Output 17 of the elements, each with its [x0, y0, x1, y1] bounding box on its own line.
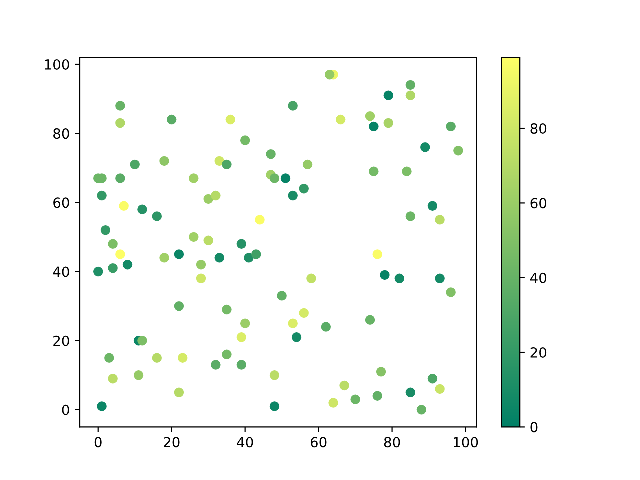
color-bar-label: 20: [530, 348, 547, 358]
color-bar-label: 0: [530, 422, 538, 433]
y-tick-label: 0: [62, 404, 70, 416]
x-tick-label: 0: [94, 437, 102, 448]
color-bar-label: 80: [530, 124, 547, 134]
x-tick-label: 40: [237, 437, 254, 448]
x-tick-label: 20: [164, 437, 180, 448]
y-tick-label: 80: [54, 128, 70, 140]
y-tick-label: 100: [45, 59, 70, 70]
x-tick-label: 100: [454, 437, 478, 448]
color-bar-label: 40: [530, 272, 547, 284]
x-tick-label: 80: [384, 437, 400, 448]
color-bar-label: 60: [530, 198, 547, 209]
y-tick-label: 20: [54, 336, 70, 346]
y-tick-label: 40: [53, 266, 70, 278]
y-tick-label: 60: [54, 198, 70, 208]
x-tick-label: 60: [310, 437, 327, 448]
